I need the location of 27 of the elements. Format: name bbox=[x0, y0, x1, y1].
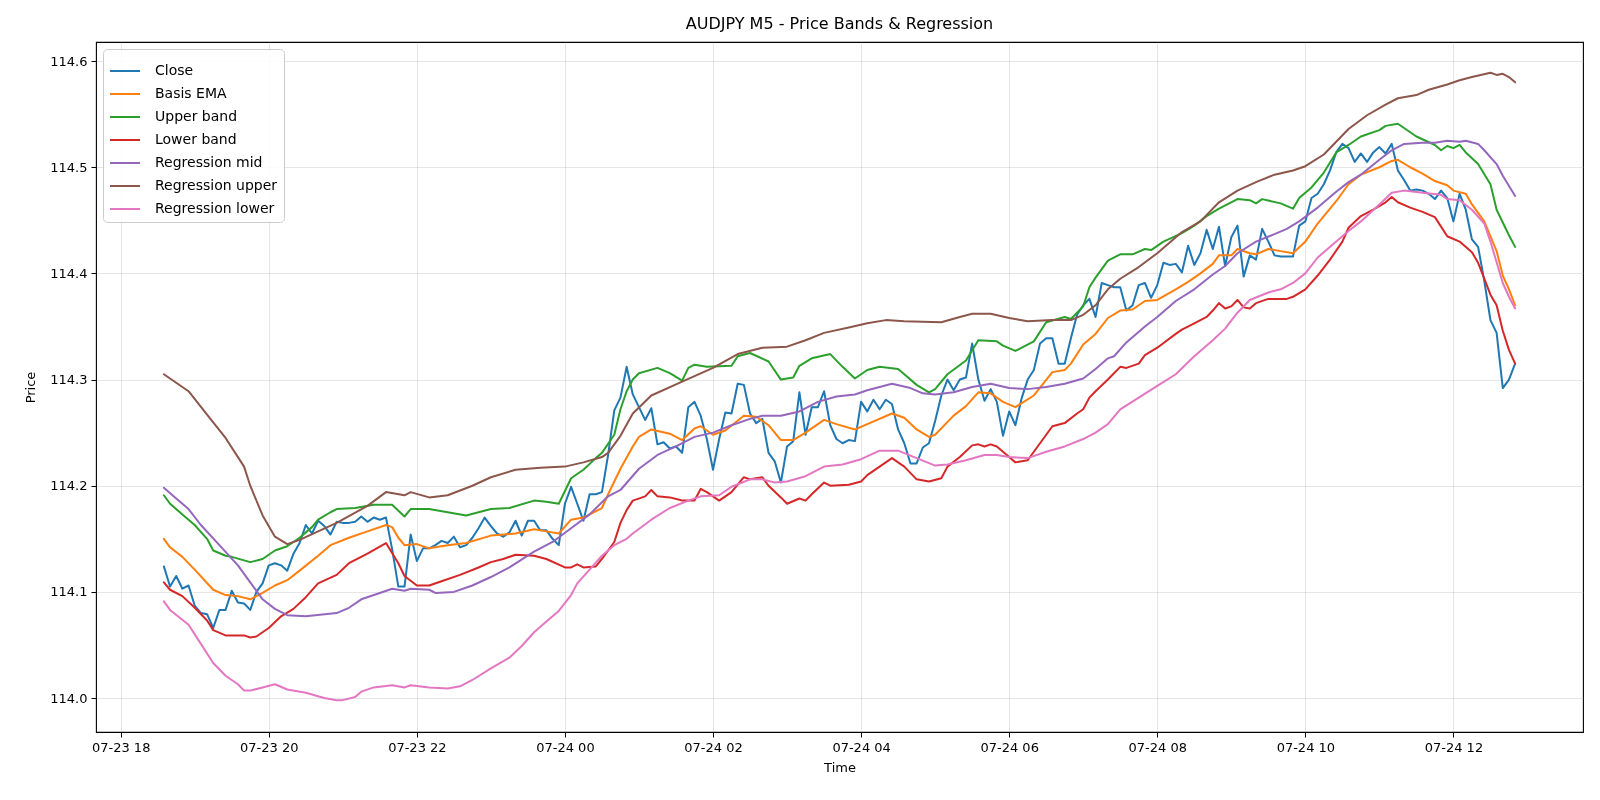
legend-label: Upper band bbox=[155, 108, 238, 124]
legend-label: Basis EMA bbox=[155, 85, 228, 101]
legend-label: Lower band bbox=[155, 131, 237, 147]
x-tick-label: 07-23 22 bbox=[388, 739, 447, 755]
y-tick-label: 114.4 bbox=[50, 265, 88, 281]
x-tick-label: 07-24 08 bbox=[1128, 739, 1187, 755]
y-tick-label: 114.2 bbox=[50, 478, 88, 494]
x-tick-label: 07-24 12 bbox=[1424, 739, 1484, 755]
x-axis-title: Time bbox=[823, 759, 856, 775]
legend-label: Regression lower bbox=[155, 200, 275, 216]
legend-label: Regression mid bbox=[155, 154, 263, 170]
x-tick-label: 07-23 18 bbox=[91, 739, 151, 755]
y-tick-label: 114.0 bbox=[50, 690, 88, 706]
legend-label: Regression upper bbox=[155, 177, 278, 193]
y-tick-label: 114.3 bbox=[50, 372, 88, 388]
x-tick-label: 07-24 04 bbox=[832, 739, 891, 755]
y-tick-label: 114.5 bbox=[50, 159, 88, 175]
x-tick-label: 07-24 00 bbox=[536, 739, 595, 755]
y-tick-label: 114.1 bbox=[50, 584, 88, 600]
x-tick-label: 07-24 06 bbox=[980, 739, 1039, 755]
y-tick-label: 114.6 bbox=[50, 53, 88, 69]
x-tick-label: 07-24 02 bbox=[684, 739, 743, 755]
chart-title: AUDJPY M5 - Price Bands & Regression bbox=[685, 14, 994, 33]
x-tick-label: 07-23 20 bbox=[240, 739, 299, 755]
x-tick-label: 07-24 10 bbox=[1276, 739, 1336, 755]
legend-label: Close bbox=[155, 62, 194, 78]
y-axis-title: Price bbox=[23, 371, 39, 404]
